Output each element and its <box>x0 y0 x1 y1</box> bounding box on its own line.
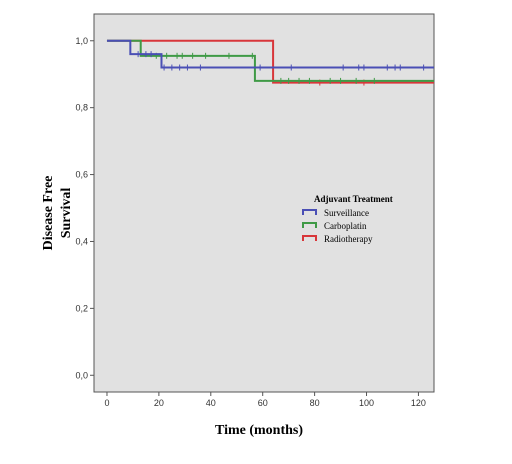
y-tick-label: 0,8 <box>75 103 88 113</box>
x-tick-label: 60 <box>258 398 268 408</box>
survival-line <box>106 39 434 82</box>
legend-item: Radiotherapy <box>302 234 373 244</box>
y-axis-title: Disease Free Survival <box>41 176 74 251</box>
x-tick-label: 80 <box>310 398 320 408</box>
y-axis-title-line: Survival <box>59 188 74 239</box>
x-tick-label: 100 <box>359 398 374 408</box>
series-carboplatin <box>106 39 434 84</box>
series-layer <box>106 39 434 86</box>
y-tick-label: 1,0 <box>75 36 88 46</box>
legend-swatch <box>302 222 317 228</box>
x-tick-label: 20 <box>154 398 164 408</box>
axes-layer: 0 20 40 60 80 100 120 0,0 0,2 0,4 0,6 0,8 1,0 <box>75 36 425 408</box>
y-tick-label: 0,6 <box>75 170 88 180</box>
y-tick-label: 0,4 <box>75 236 88 246</box>
legend-title: Adjuvant Treatment <box>314 194 393 204</box>
x-tick-label: 120 <box>411 398 426 408</box>
y-tick-label: 0,2 <box>75 303 88 313</box>
legend-item: Carboplatin <box>302 221 367 231</box>
legend-swatch <box>302 209 317 215</box>
x-tick-label: 40 <box>206 398 216 408</box>
y-axis-title-line: Disease Free <box>41 176 56 251</box>
legend-label: Surveillance <box>324 208 369 218</box>
y-tick-label: 0,0 <box>75 370 88 380</box>
x-tick-label: 0 <box>104 398 109 408</box>
series-surveillance <box>106 39 434 71</box>
legend-label: Radiotherapy <box>324 234 373 244</box>
plot-background <box>93 13 435 393</box>
legend-label: Carboplatin <box>324 221 367 231</box>
survival-line <box>106 39 434 84</box>
legend-swatch <box>302 235 317 241</box>
x-axis-title: Time (months) <box>215 423 303 438</box>
legend: Adjuvant Treatment Surveillance Carboplat… <box>302 194 393 244</box>
legend-item: Surveillance <box>302 208 369 218</box>
